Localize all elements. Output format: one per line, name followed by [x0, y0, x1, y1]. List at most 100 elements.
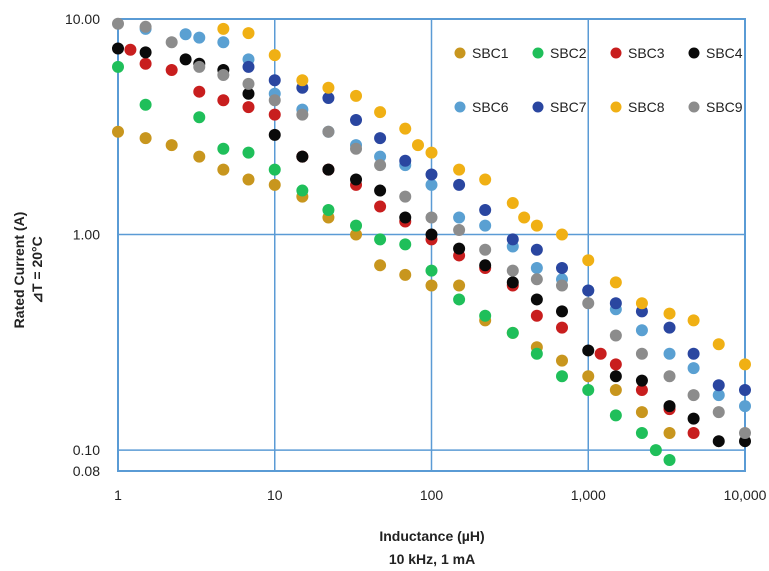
series-sbc2 [112, 60, 676, 466]
legend-marker [688, 101, 700, 113]
data-point [374, 200, 387, 213]
data-point [217, 68, 230, 81]
data-point [582, 384, 595, 397]
data-point [635, 427, 648, 440]
data-point [112, 60, 124, 73]
series-sbc6 [139, 22, 751, 413]
data-point [712, 389, 725, 402]
data-point [425, 211, 438, 224]
y-tick-label: 10.00 [65, 11, 100, 27]
data-point [609, 329, 622, 342]
data-point [124, 43, 137, 56]
data-point [165, 139, 178, 152]
data-point [425, 279, 438, 292]
data-point [649, 444, 662, 457]
data-point [193, 60, 206, 73]
data-point [555, 370, 568, 383]
data-point [322, 125, 335, 138]
data-point [322, 163, 335, 176]
legend-marker [454, 47, 466, 59]
data-point [739, 384, 751, 397]
data-point [411, 139, 424, 152]
x-tick-label: 1,000 [571, 487, 606, 503]
data-point [609, 384, 622, 397]
data-point [268, 163, 281, 176]
data-point [609, 358, 622, 371]
data-point [453, 279, 466, 292]
data-point [687, 314, 700, 327]
legend-label: SBC8 [628, 99, 665, 115]
data-point [609, 370, 622, 383]
legend-marker [454, 101, 466, 113]
data-point [453, 163, 466, 176]
chart-points [112, 17, 751, 466]
data-point [399, 190, 412, 203]
data-point [663, 370, 676, 383]
data-point [425, 228, 438, 241]
data-point [663, 307, 676, 320]
data-point [193, 111, 206, 124]
data-point [217, 22, 230, 35]
data-point [374, 150, 387, 163]
data-point [687, 347, 700, 360]
data-point [217, 36, 230, 49]
data-point [582, 254, 595, 267]
data-point [506, 264, 519, 277]
legend-label: SBC2 [550, 45, 587, 61]
data-point [242, 60, 255, 73]
x-axis-label: Inductance (µH) [379, 528, 484, 544]
data-point [217, 94, 230, 107]
data-point [663, 400, 676, 413]
data-point [506, 233, 519, 246]
data-point [555, 321, 568, 334]
legend-label: SBC6 [472, 99, 509, 115]
data-point [712, 406, 725, 419]
data-point [350, 219, 363, 232]
data-point [530, 293, 543, 306]
data-point [399, 122, 412, 135]
data-point [663, 347, 676, 360]
data-point [530, 347, 543, 360]
data-point [242, 146, 255, 159]
data-point [350, 89, 363, 102]
data-point [687, 412, 700, 425]
data-point [425, 146, 438, 159]
data-point [374, 259, 387, 272]
data-point [217, 142, 230, 155]
data-point [374, 159, 387, 172]
data-point [112, 125, 124, 138]
data-point [635, 374, 648, 387]
y-axis-subtitle-group: ⊿T = 20°C [29, 236, 45, 304]
data-point [635, 324, 648, 337]
legend-label: SBC9 [706, 99, 743, 115]
data-point [530, 219, 543, 232]
y-axis-sublabel: ⊿T = 20°C [29, 236, 45, 304]
data-point [506, 326, 519, 339]
data-point [479, 173, 492, 186]
data-point [296, 74, 309, 87]
data-point [663, 453, 676, 466]
data-point [687, 427, 700, 440]
data-point [112, 42, 124, 55]
data-point [350, 142, 363, 155]
series-sbc7 [242, 60, 751, 397]
data-point [453, 293, 466, 306]
data-point [179, 28, 192, 41]
data-point [242, 27, 255, 40]
data-point [530, 273, 543, 286]
data-point [268, 49, 281, 62]
legend-label: SBC3 [628, 45, 665, 61]
y-tick-label: 0.08 [73, 463, 100, 479]
data-point [712, 435, 725, 448]
data-point [268, 178, 281, 191]
data-point [739, 400, 751, 413]
data-point [453, 223, 466, 236]
y-tick-label: 1.00 [73, 227, 100, 243]
data-point [268, 74, 281, 87]
data-point [687, 389, 700, 402]
data-point [555, 354, 568, 367]
data-point [635, 406, 648, 419]
data-point [582, 297, 595, 310]
data-point [242, 101, 255, 114]
data-point [530, 261, 543, 274]
